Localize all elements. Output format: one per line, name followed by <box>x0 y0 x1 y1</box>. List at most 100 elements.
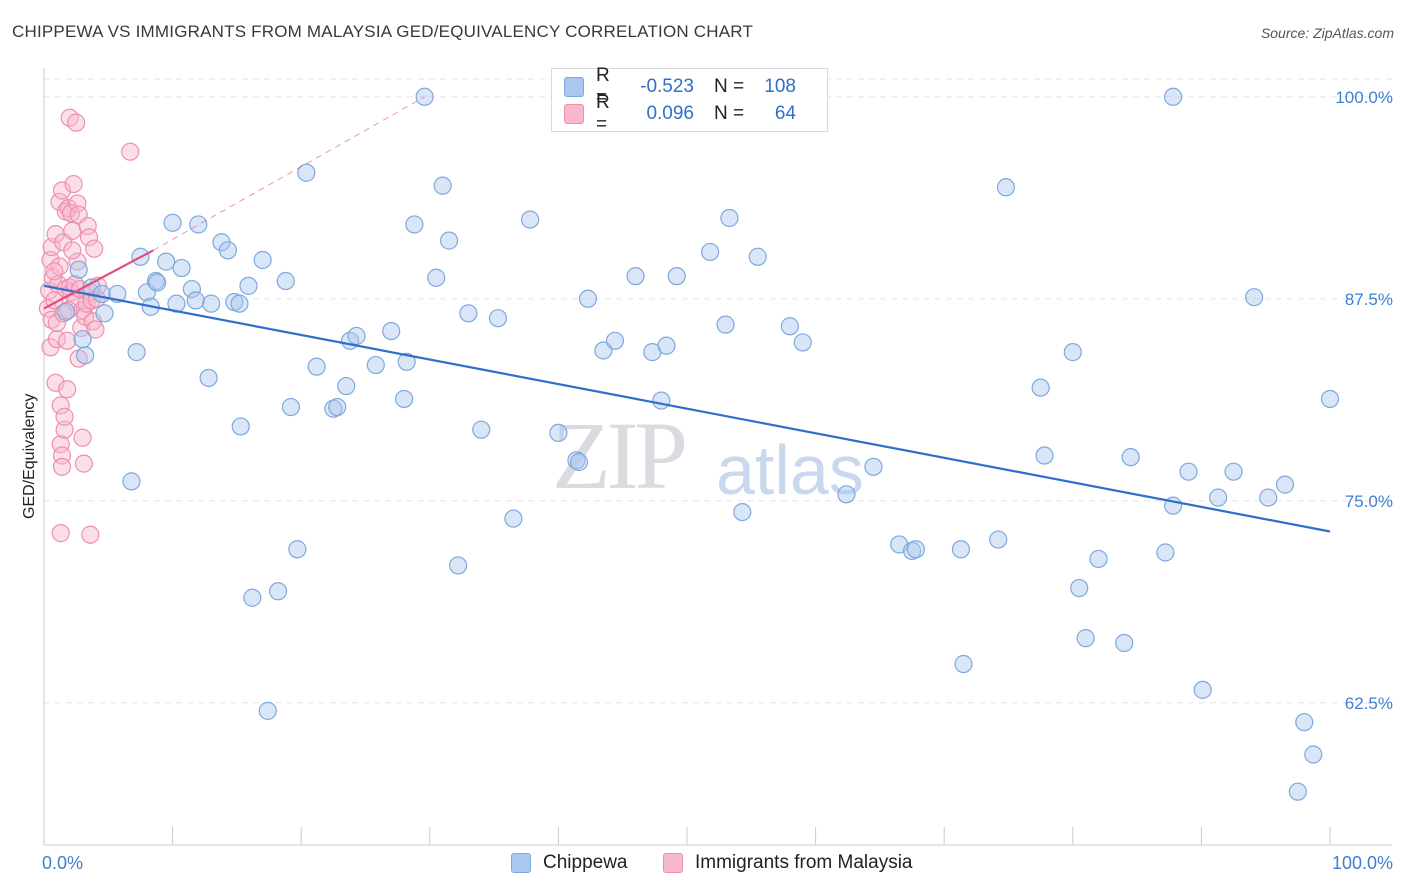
chippewa-point <box>1070 578 1089 598</box>
legend-swatch-blue <box>564 77 584 97</box>
chippewa-point <box>281 397 301 417</box>
chippewa-point <box>605 331 625 350</box>
chippewa-point <box>954 654 973 674</box>
series-legend: Chippewa Immigrants from Malaysia <box>0 852 1406 876</box>
chippewa-point <box>253 250 272 270</box>
chippewa-point <box>1193 680 1212 699</box>
malaysia-point <box>86 320 105 339</box>
chippewa-point <box>951 540 971 559</box>
chippewa-point <box>1320 389 1340 409</box>
legend-swatch-pink <box>564 104 584 124</box>
malaysia-point <box>55 407 74 426</box>
malaysia-point <box>41 250 60 270</box>
legend-r-label: R = <box>596 92 610 135</box>
chippewa-point <box>1179 462 1198 481</box>
chippewa-point <box>1304 745 1323 764</box>
chippewa-point <box>243 588 262 607</box>
malaysia-point <box>77 294 96 313</box>
chippewa-point <box>69 260 88 279</box>
chippewa-point <box>347 326 366 346</box>
x-tick-label: 0.0% <box>42 853 83 873</box>
chippewa-point <box>95 304 114 323</box>
source-label: Source: ZipAtlas.com <box>1260 25 1394 41</box>
chippewa-point <box>569 452 589 472</box>
chippewa-point <box>405 215 424 234</box>
chippewa-point <box>92 284 111 304</box>
chippewa-point <box>748 247 767 266</box>
chippewa-point <box>1209 488 1228 507</box>
legend-item-malaysia[interactable]: Immigrants from Malaysia <box>663 852 913 874</box>
chippewa-point <box>1089 549 1108 569</box>
chippewa-point <box>268 582 288 601</box>
malaysia-point <box>85 239 104 258</box>
malaysia-point <box>50 257 69 276</box>
chippewa-point <box>382 322 401 341</box>
tick-labels: 100.0% 87.5% 75.0% 62.5% 0.0% 100.0% <box>42 88 1393 873</box>
chippewa-point <box>366 355 385 375</box>
chippewa-point <box>652 391 671 410</box>
chippewa-point <box>1115 633 1134 653</box>
chippewa-point <box>297 163 316 182</box>
legend-item-label: Immigrants from Malaysia <box>695 852 913 873</box>
chippewa-point <box>394 389 414 409</box>
chippewa-point <box>1063 343 1082 362</box>
legend-n-value: 64 <box>774 103 796 124</box>
malaysia-point <box>52 457 72 476</box>
chippewa-point <box>258 701 277 720</box>
chippewa-point <box>1259 488 1278 507</box>
chippewa-point <box>230 294 249 313</box>
malaysia-point <box>51 396 70 415</box>
chippewa-point <box>989 530 1008 549</box>
malaysia-point <box>52 181 72 200</box>
chippewa-point <box>337 376 356 396</box>
chippewa-point <box>276 271 295 291</box>
chippewa-point <box>182 279 201 299</box>
malaysia-point <box>61 204 81 223</box>
legend-swatch-blue <box>511 853 531 873</box>
chippewa-point <box>231 417 250 436</box>
trend-lines <box>43 96 1331 533</box>
legend-swatch-pink <box>663 853 683 873</box>
chippewa-point <box>1275 475 1295 494</box>
watermark-zip: ZIP <box>552 402 688 509</box>
malaysia-point <box>79 228 99 247</box>
chippewa-point <box>397 352 416 371</box>
malaysia-point <box>73 428 92 447</box>
malaysia-point <box>59 199 78 218</box>
chippewa-point <box>1245 288 1264 307</box>
chippewa-point <box>76 346 95 365</box>
malaysia-point <box>74 454 93 473</box>
chippewa-point <box>1224 462 1243 481</box>
legend-n-label: N = <box>714 103 745 124</box>
chippewa-point <box>239 276 258 295</box>
chippewa-point <box>122 472 141 491</box>
chippewa-point <box>864 457 883 476</box>
malaysia-trend-line <box>43 249 154 310</box>
legend-item-chippewa[interactable]: Chippewa <box>511 852 628 874</box>
chippewa-point <box>1031 378 1050 397</box>
chippewa-point <box>733 502 752 522</box>
chart-title: CHIPPEWA VS IMMIGRANTS FROM MALAYSIA GED… <box>12 22 754 41</box>
malaysia-point <box>67 113 86 132</box>
series-chippewa <box>56 87 1340 801</box>
y-tick-label: 100.0% <box>1335 88 1393 107</box>
chippewa-point <box>472 420 491 439</box>
chippewa-point <box>793 333 812 352</box>
chippewa-point <box>657 336 676 355</box>
chippewa-point <box>996 178 1016 197</box>
chippewa-point <box>163 213 182 232</box>
chippewa-point <box>459 304 478 323</box>
malaysia-point <box>63 241 82 260</box>
legend-r-value: -0.523 <box>640 76 694 97</box>
chippewa-point <box>189 215 208 234</box>
chippewa-point <box>218 241 237 260</box>
malaysia-point <box>58 331 77 350</box>
axes <box>43 68 1392 846</box>
chippewa-point <box>1156 543 1175 562</box>
legend-n-label: N = <box>714 76 745 97</box>
legend-n-value: 108 <box>764 76 796 97</box>
chippewa-point <box>701 242 720 262</box>
series-immigrants-from-malaysia <box>38 108 140 544</box>
chippewa-trend-line <box>43 284 1331 533</box>
